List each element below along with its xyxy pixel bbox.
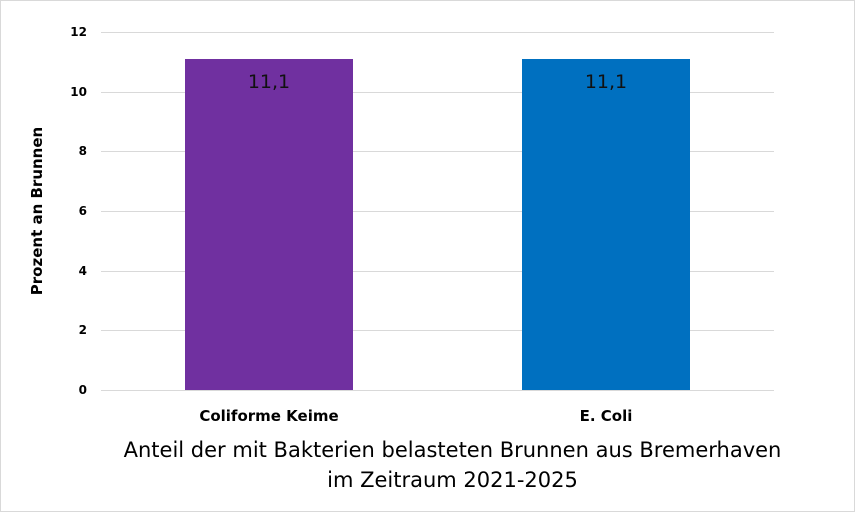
data-label: 11,1 [584, 71, 628, 93]
y-tick-label: 8 [78, 144, 87, 158]
y-tick-label: 10 [70, 85, 87, 99]
y-tick-label: 4 [78, 264, 87, 278]
gridline [101, 151, 774, 152]
y-tick-label: 6 [78, 204, 87, 218]
chart-title-line-2: im Zeitraum 2021-2025 [327, 468, 578, 492]
y-tick-label: 0 [78, 383, 87, 397]
y-tick-label: 12 [70, 25, 87, 39]
bar-e-coli: 11,1 [522, 59, 690, 390]
gridline [101, 211, 774, 212]
y-axis-label: Prozent an Brunnen [28, 126, 46, 296]
gridline [101, 32, 774, 33]
gridline [101, 330, 774, 331]
data-label: 11,1 [247, 71, 291, 93]
bar-coliforme-keime: 11,1 [185, 59, 353, 390]
gridline [101, 271, 774, 272]
gridline [101, 390, 774, 391]
gridline [101, 92, 774, 93]
chart-title: Anteil der mit Bakterien belasteten Brun… [1, 435, 855, 495]
chart-title-line-1: Anteil der mit Bakterien belasteten Brun… [123, 438, 782, 462]
y-tick-label: 2 [78, 323, 87, 337]
x-category-label: Coliforme Keime [199, 407, 339, 425]
x-category-label: E. Coli [579, 407, 633, 425]
